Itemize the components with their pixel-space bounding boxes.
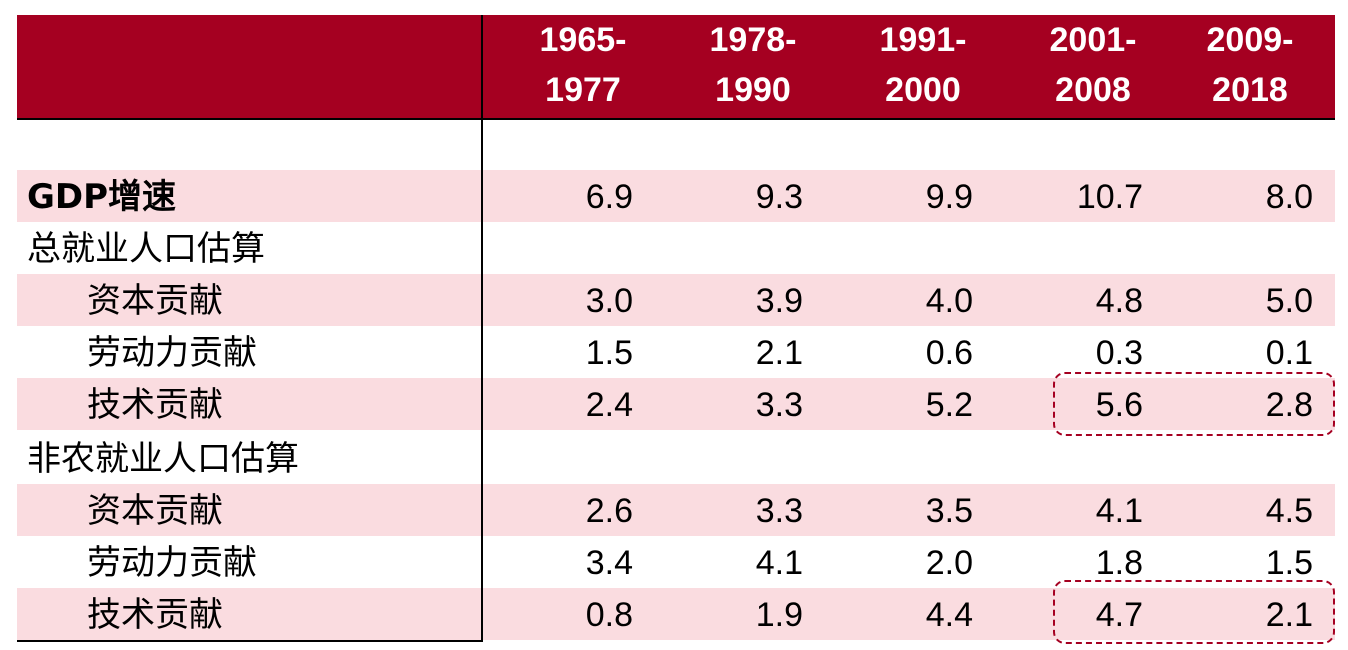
- cell-value: 3.4: [585, 544, 633, 582]
- header-divider: [17, 118, 1335, 120]
- cell-value: 4.8: [1095, 282, 1143, 320]
- cell-value: 3.3: [755, 386, 803, 424]
- cell-value: 3.9: [755, 282, 803, 320]
- section-label: 非农就业人口估算: [27, 439, 299, 479]
- row-label: GDP增速: [27, 177, 177, 217]
- cell-value: 2.8: [1265, 386, 1313, 424]
- cell-value: 3.3: [755, 492, 803, 530]
- column-header-1978-1990: 1978- 1990: [709, 21, 797, 109]
- cell-value: 0.1: [1265, 334, 1313, 372]
- cell-value: 0.6: [925, 334, 973, 372]
- cell-value: 9.3: [755, 178, 803, 216]
- cell-value: 2.1: [1265, 596, 1313, 634]
- table-row-gdp: GDP增速 6.9 9.3 9.9 10.7 8.0: [17, 170, 1335, 222]
- section-header-total-employment: 总就业人口估算: [17, 222, 1335, 274]
- cell-value: 8.0: [1265, 178, 1313, 216]
- section-label: 总就业人口估算: [27, 229, 265, 269]
- cell-value: 2.4: [585, 386, 633, 424]
- cell-value: 5.6: [1095, 386, 1143, 424]
- table-row-nonfarm-capital: 资本贡献 2.6 3.3 3.5 4.1 4.5: [17, 484, 1335, 536]
- cell-value: 0.8: [585, 596, 633, 634]
- cell-value: 4.7: [1095, 596, 1143, 634]
- cell-value: 1.8: [1095, 544, 1143, 582]
- table-row-nonfarm-tech: 技术贡献 0.8 1.9 4.4 4.7 2.1: [17, 588, 1335, 640]
- cell-value: 3.0: [585, 282, 633, 320]
- cell-value: 4.1: [755, 544, 803, 582]
- cell-value: 4.0: [925, 282, 973, 320]
- row-label: 劳动力贡献: [87, 543, 257, 583]
- cell-value: 2.0: [925, 544, 973, 582]
- section-header-nonfarm-employment: 非农就业人口估算: [17, 432, 1335, 484]
- column-header-2001-2008: 2001- 2008: [1049, 21, 1137, 109]
- cell-value: 2.6: [585, 492, 633, 530]
- row-label: 资本贡献: [87, 491, 223, 531]
- table-row-nonfarm-labor: 劳动力贡献 3.4 4.1 2.0 1.8 1.5: [17, 536, 1335, 588]
- row-label: 资本贡献: [87, 281, 223, 321]
- table-row-total-tech: 技术贡献 2.4 3.3 5.2 5.6 2.8: [17, 378, 1335, 430]
- cell-value: 2.1: [755, 334, 803, 372]
- column-header-1991-2000: 1991- 2000: [879, 21, 967, 109]
- cell-value: 4.5: [1265, 492, 1313, 530]
- cell-value: 3.5: [925, 492, 973, 530]
- highlight-box-nonfarm-tech: [1053, 580, 1335, 644]
- column-header-1965-1977: 1965- 1977: [539, 21, 627, 109]
- cell-value: 4.1: [1095, 492, 1143, 530]
- table-row-total-capital: 资本贡献 3.0 3.9 4.0 4.8 5.0: [17, 274, 1335, 326]
- bottom-divider: [17, 640, 481, 642]
- cell-value: 9.9: [925, 178, 973, 216]
- cell-value: 0.3: [1095, 334, 1143, 372]
- row-label: 技术贡献: [87, 385, 223, 425]
- cell-value: 10.7: [1076, 178, 1143, 216]
- row-label: 技术贡献: [87, 595, 223, 635]
- row-label: 劳动力贡献: [87, 333, 257, 373]
- table-row-total-labor: 劳动力贡献 1.5 2.1 0.6 0.3 0.1: [17, 326, 1335, 378]
- table-header: 1965- 1977 1978- 1990 1991- 2000 2001- 2008 …: [17, 15, 1335, 118]
- column-divider: [481, 15, 483, 642]
- cell-value: 1.5: [1265, 544, 1313, 582]
- column-header-2009-2018: 2009- 2018: [1206, 21, 1294, 109]
- cell-value: 1.5: [585, 334, 633, 372]
- cell-value: 1.9: [755, 596, 803, 634]
- cell-value: 6.9: [585, 178, 633, 216]
- highlight-box-total-tech: [1053, 372, 1335, 436]
- cell-value: 5.0: [1265, 282, 1313, 320]
- cell-value: 5.2: [925, 386, 973, 424]
- cell-value: 4.4: [925, 596, 973, 634]
